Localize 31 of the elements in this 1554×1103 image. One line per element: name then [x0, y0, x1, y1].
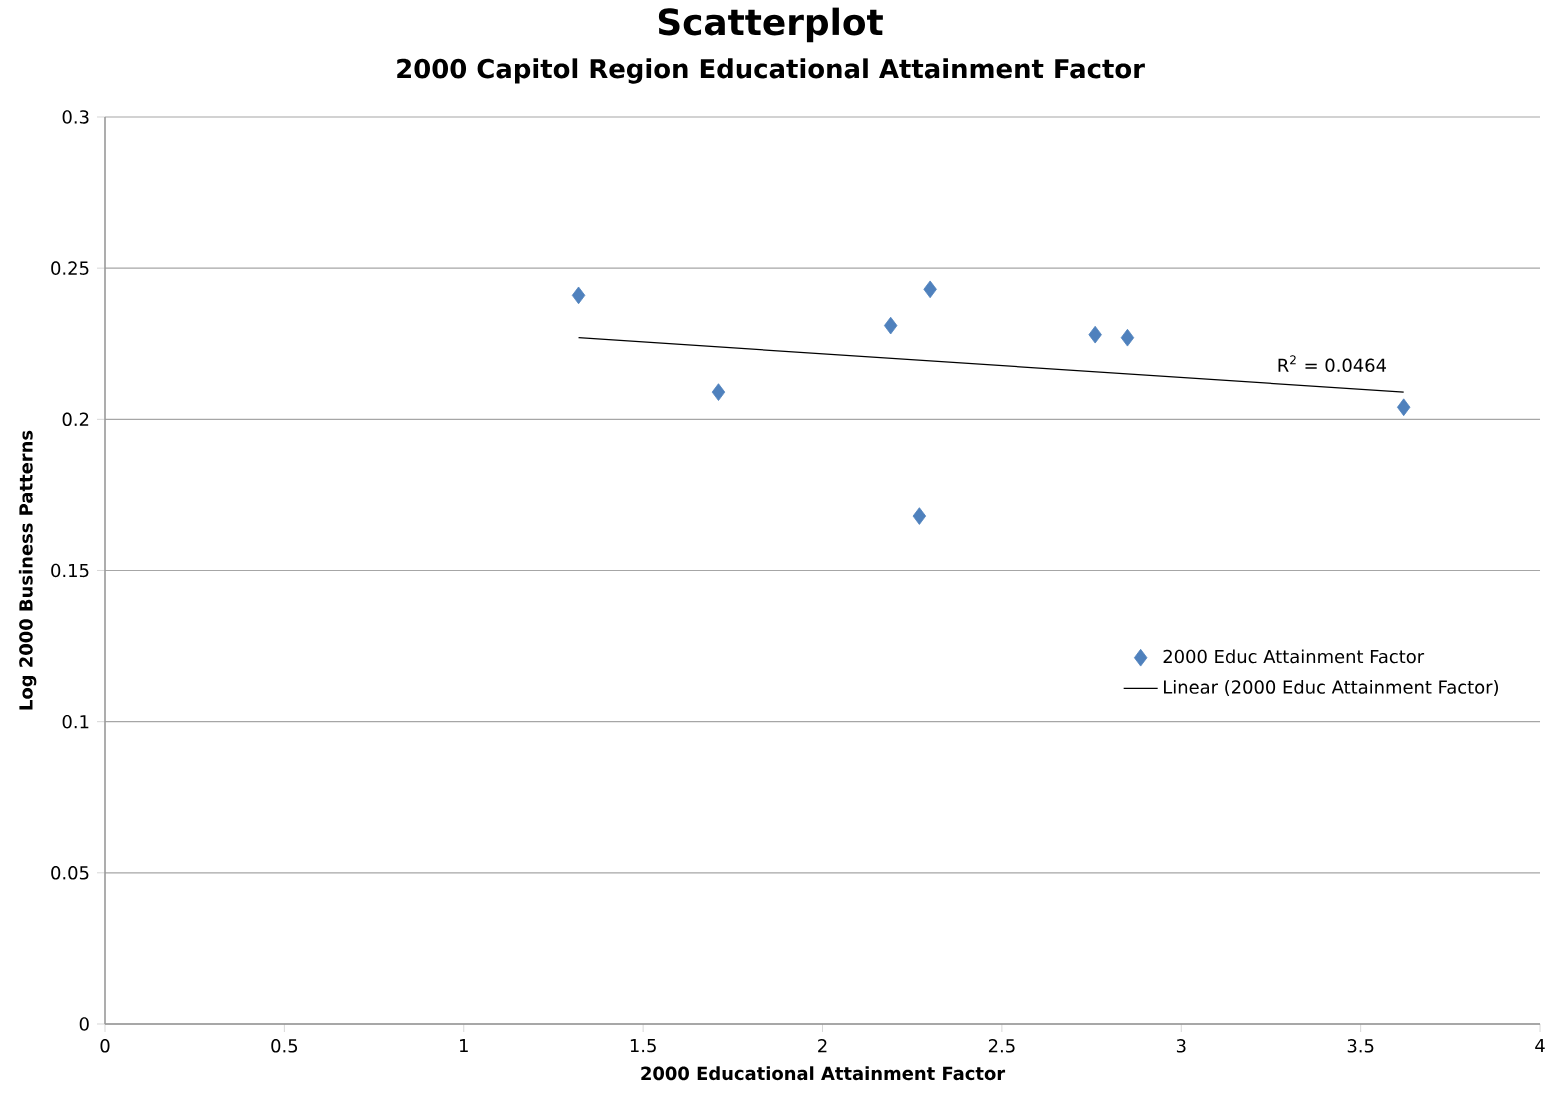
x-tick-label: 4: [1535, 1039, 1545, 1053]
x-tick-label: 2: [818, 1039, 827, 1053]
point: [711, 383, 726, 401]
x-tick-label: 1.5: [630, 1039, 656, 1053]
point: [1396, 398, 1411, 417]
point: [883, 316, 898, 335]
legend-label: Linear (2000 Educ Attainment Factor): [1164, 679, 1498, 696]
point: [912, 507, 927, 525]
x-tick-label: 3: [1176, 1039, 1186, 1053]
point: [923, 280, 937, 299]
y-axis-title: Log 2000 Business Patterns: [18, 430, 37, 710]
legend-label: 2000 Educ Attainment Factor: [1163, 649, 1425, 664]
point: [1120, 328, 1135, 347]
y-tick-label: 0.15: [51, 563, 89, 578]
y-tick-label: 0.05: [51, 866, 89, 880]
y-tick-label: 0.2: [62, 412, 89, 427]
x-axis-title: 2000 Educational Attainment Factor: [641, 1066, 1006, 1081]
point: [1088, 325, 1102, 344]
y-tick-label: 0.1: [62, 714, 89, 729]
point: [571, 286, 586, 305]
chart-subtitle: 2000 Capitol Region Educational Attainment Factor: [397, 58, 1145, 84]
y-tick-label: 0.25: [51, 261, 89, 275]
x-tick-label: 3.5: [1347, 1039, 1374, 1053]
annotation: R$^{2}$ = 0.0464: [1278, 355, 1387, 373]
x-tick-label: 1: [460, 1039, 468, 1053]
y-tick-label: 0.3: [62, 110, 89, 124]
y-tick-label: 0: [79, 1017, 89, 1031]
x-tick-label: 2.5: [988, 1039, 1015, 1053]
x-tick-label: 0: [100, 1039, 110, 1053]
chart-title: Scatterplot: [658, 7, 883, 43]
x-tick-label: 0.5: [271, 1039, 298, 1053]
